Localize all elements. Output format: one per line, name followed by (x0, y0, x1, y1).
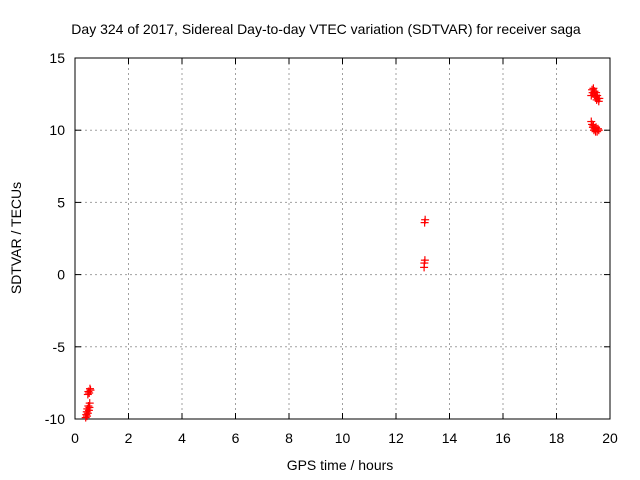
x-tick-label: 14 (442, 430, 458, 446)
data-point (85, 399, 94, 408)
grid-lines (75, 58, 610, 419)
x-tick-label: 12 (388, 430, 404, 446)
y-tick-label: -10 (45, 411, 65, 427)
x-tick-label: 20 (602, 430, 618, 446)
chart-title: Day 324 of 2017, Sidereal Day-to-day VTE… (71, 21, 581, 37)
data-point (593, 124, 602, 133)
x-axis-label: GPS time / hours (287, 457, 394, 473)
x-tick-label: 0 (71, 430, 79, 446)
x-tick-label: 2 (125, 430, 133, 446)
axis-ticks (74, 57, 611, 420)
y-tick-label: 10 (49, 122, 65, 138)
x-tick-label: 16 (495, 430, 511, 446)
x-tick-labels: 0 2 4 6 8 10 12 14 16 18 20 (71, 430, 618, 446)
y-axis-label: SDTVAR / TECUs (8, 182, 24, 294)
y-tick-label: -5 (53, 339, 66, 355)
data-point (420, 256, 429, 265)
x-tick-label: 6 (232, 430, 240, 446)
x-tick-label: 8 (285, 430, 293, 446)
x-tick-label: 10 (335, 430, 351, 446)
data-point (86, 386, 95, 395)
data-points (81, 84, 604, 422)
data-point (594, 126, 603, 135)
y-tick-labels: -10 -5 0 5 10 15 (45, 50, 65, 427)
y-tick-label: 5 (57, 194, 65, 210)
y-tick-label: 0 (57, 267, 65, 283)
data-point (421, 215, 430, 224)
x-tick-label: 18 (549, 430, 565, 446)
data-point (595, 94, 604, 103)
x-tick-label: 4 (178, 430, 186, 446)
y-tick-label: 15 (49, 50, 65, 66)
data-point (590, 87, 599, 96)
